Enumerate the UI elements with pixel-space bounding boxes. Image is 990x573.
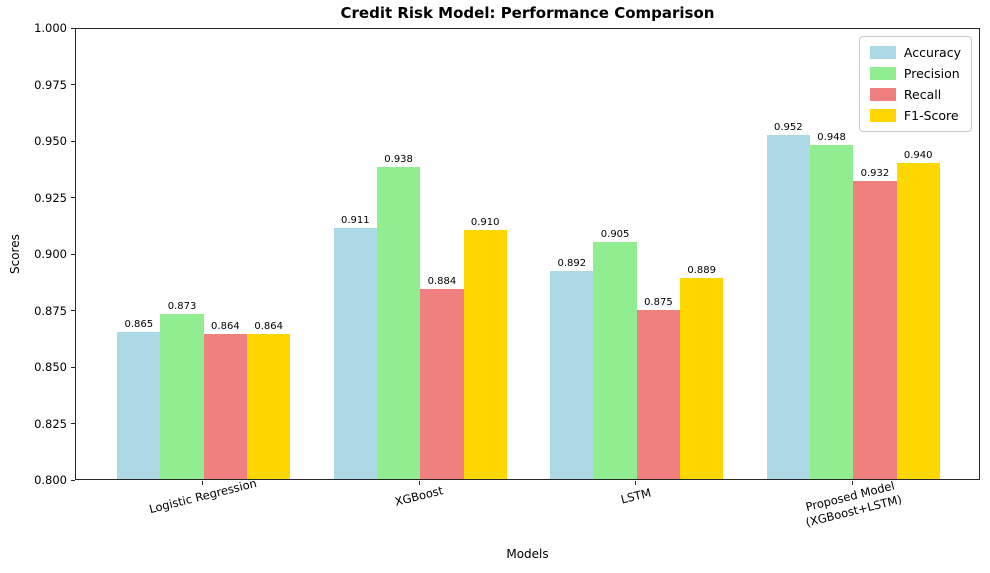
legend-label: Precision bbox=[903, 66, 960, 81]
x-tick-mark bbox=[851, 481, 853, 485]
x-tick-label: XGBoost bbox=[394, 483, 445, 509]
bar-accuracy-1 bbox=[117, 332, 161, 479]
legend-label: F1-Score bbox=[903, 108, 959, 123]
bar-value-label: 0.952 bbox=[773, 122, 803, 134]
x-tick-label-line: XGBoost bbox=[393, 483, 445, 509]
legend-swatch-recall bbox=[869, 88, 896, 101]
legend-entry-precision: Precision bbox=[869, 66, 961, 81]
legend-entry-accuracy: Accuracy bbox=[869, 45, 961, 60]
bar-accuracy-2 bbox=[333, 228, 377, 479]
y-tick-label: 0.800 bbox=[34, 473, 67, 487]
bar-f1-score-2 bbox=[463, 230, 507, 479]
bar-value-label: 0.905 bbox=[600, 228, 630, 240]
bar-f1-score-3 bbox=[680, 277, 724, 479]
y-tick-mark bbox=[71, 84, 75, 85]
y-tick-mark bbox=[71, 253, 75, 255]
y-tick-label: 0.850 bbox=[34, 360, 67, 374]
bar-precision-4 bbox=[809, 144, 854, 479]
y-tick-label: 0.900 bbox=[34, 247, 67, 261]
legend-label: Accuracy bbox=[903, 45, 961, 60]
y-tick-label: 0.975 bbox=[34, 77, 67, 92]
x-tick-label-line: LSTM bbox=[619, 485, 653, 507]
bar-value-label: 0.910 bbox=[470, 217, 500, 229]
y-tick-label: 0.825 bbox=[34, 416, 67, 431]
bar-precision-3 bbox=[593, 241, 637, 479]
bar-value-label: 0.892 bbox=[557, 258, 587, 270]
y-tick-label: 0.875 bbox=[34, 303, 67, 318]
bar-value-label: 0.864 bbox=[211, 321, 240, 333]
bar-value-label: 0.932 bbox=[860, 167, 890, 179]
bar-value-label: 0.873 bbox=[167, 301, 197, 313]
y-tick-mark bbox=[71, 423, 75, 424]
x-tick-label: LSTM bbox=[619, 486, 652, 508]
y-tick-mark bbox=[71, 27, 75, 29]
bar-value-label: 0.884 bbox=[427, 276, 457, 288]
bar-f1-score-1 bbox=[247, 334, 291, 479]
x-tick-mark bbox=[202, 481, 204, 485]
bar-value-label: 0.875 bbox=[644, 296, 673, 308]
y-tick-label: 1.000 bbox=[34, 21, 67, 35]
bar-f1-score-4 bbox=[896, 162, 940, 479]
legend-entry-f1-score: F1-Score bbox=[869, 108, 961, 123]
y-tick-mark bbox=[71, 366, 75, 368]
bar-value-label: 0.889 bbox=[687, 264, 717, 276]
bar-recall-3 bbox=[636, 309, 681, 479]
bar-value-label: 0.940 bbox=[903, 149, 933, 161]
bar-recall-1 bbox=[203, 334, 248, 479]
bar-value-label: 0.864 bbox=[254, 321, 284, 333]
legend: Accuracy Precision Recall F1-Score bbox=[858, 36, 972, 132]
x-tick-mark bbox=[635, 481, 637, 485]
bar-precision-2 bbox=[376, 167, 421, 479]
y-tick-mark bbox=[71, 479, 75, 481]
legend-swatch-accuracy bbox=[869, 46, 896, 59]
legend-label: Recall bbox=[903, 87, 942, 102]
y-tick-mark bbox=[71, 310, 75, 311]
bar-value-label: 0.911 bbox=[340, 215, 370, 227]
legend-entry-recall: Recall bbox=[869, 87, 961, 102]
bar-value-label: 0.865 bbox=[124, 319, 154, 331]
y-tick-mark bbox=[71, 197, 75, 198]
bar-recall-2 bbox=[420, 289, 464, 479]
bar-value-label: 0.938 bbox=[384, 154, 413, 166]
bar-recall-4 bbox=[853, 180, 897, 479]
chart-title: Credit Risk Model: Performance Compariso… bbox=[340, 4, 715, 22]
bar-accuracy-4 bbox=[766, 135, 810, 479]
y-tick-mark bbox=[71, 140, 75, 142]
bar-precision-1 bbox=[160, 314, 204, 479]
y-tick-label: 0.925 bbox=[34, 190, 67, 205]
plot-area: 0.865 0.911 0.892 0.952 0.873 0.938 0.905 0.948… bbox=[75, 28, 980, 480]
x-tick-mark bbox=[418, 481, 420, 485]
legend-swatch-precision bbox=[869, 67, 896, 80]
x-tick-label: Proposed Model (XGBoost+LSTM) bbox=[801, 478, 904, 531]
bar-value-label: 0.948 bbox=[817, 131, 846, 143]
bar-accuracy-3 bbox=[550, 271, 594, 479]
legend-swatch-f1-score bbox=[869, 109, 896, 122]
y-tick-label: 0.950 bbox=[34, 134, 67, 148]
x-axis-label: Models bbox=[506, 547, 549, 561]
